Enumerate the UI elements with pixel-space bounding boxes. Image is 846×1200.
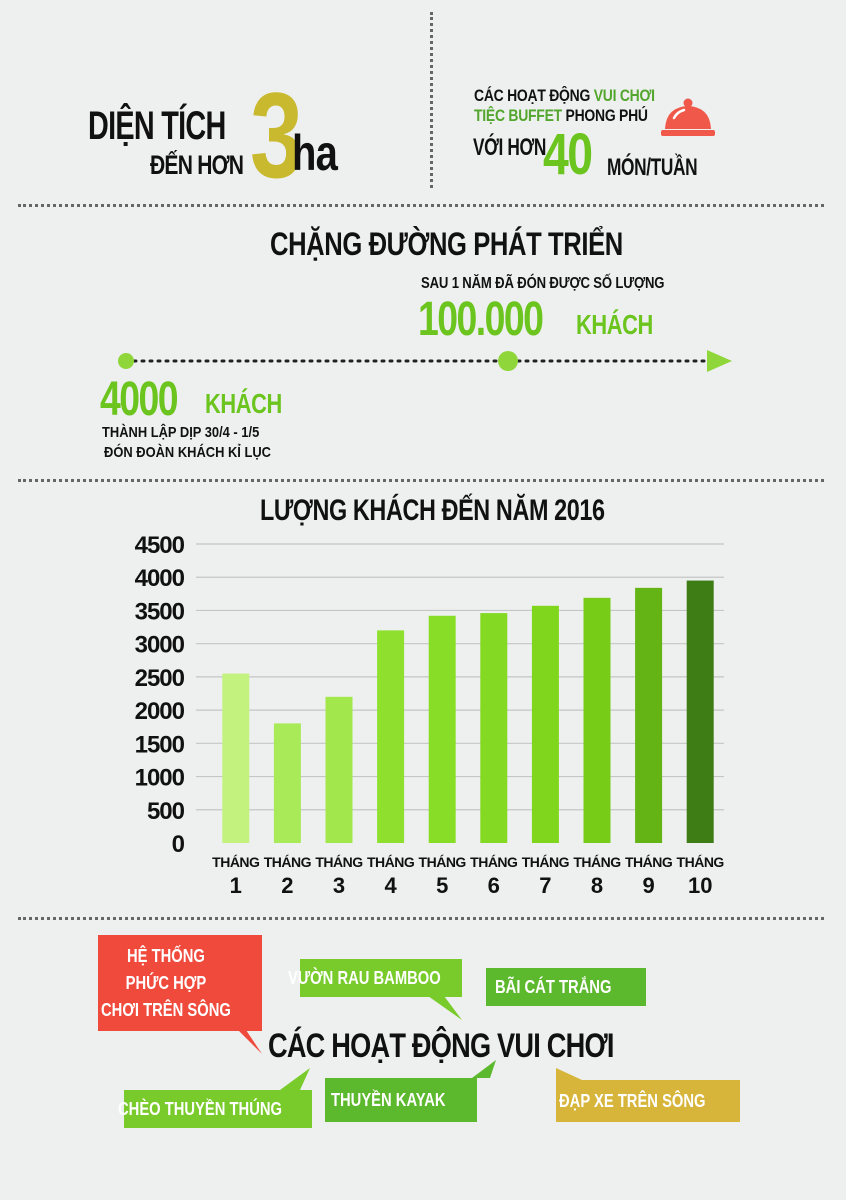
x-tick-label-number: 2 [281, 873, 293, 898]
y-tick-label: 4500 [135, 532, 185, 559]
y-tick-label: 1500 [135, 731, 185, 758]
x-tick-label-word: THÁNG [522, 854, 570, 870]
timeline-later-dot [498, 351, 518, 371]
y-tick-label: 2500 [135, 665, 185, 692]
x-tick-label-number: 9 [642, 873, 654, 898]
x-tick-label-word: THÁNG [264, 854, 312, 870]
bar [325, 696, 353, 843]
food-cloche-icon [661, 98, 715, 136]
x-tick-label-number: 4 [384, 873, 397, 898]
top-divider-vertical [430, 12, 433, 188]
bar [377, 630, 405, 843]
area-label-line1: DIỆN TÍCH [88, 104, 226, 148]
activities-top-line2-suffix: PHONG PHÚ [565, 106, 648, 125]
x-tick-label-number: 7 [539, 873, 551, 898]
x-tick-label-number: 8 [591, 873, 603, 898]
activities-top-line3-prefix: VỚI HƠN [473, 134, 547, 161]
x-tick-label-word: THÁNG [419, 854, 467, 870]
activities-top-line2: TIỆC BUFFET PHONG PHÚ [474, 107, 648, 124]
activity-river-complex-line3: CHƠI TRÊN SÔNG [100, 999, 231, 1020]
timeline-arrow-head [707, 350, 732, 372]
timeline-line [118, 350, 732, 372]
y-tick-label: 500 [147, 798, 185, 825]
x-tick-label-word: THÁNG [470, 854, 518, 870]
bar [273, 723, 301, 843]
activity-river-cycling-label: ĐẠP XE TRÊN SÔNG [558, 1090, 706, 1111]
activity-river-complex-line2: PHỨC HỢP [125, 972, 207, 993]
area-label-line2: ĐẾN HƠN [150, 150, 244, 180]
activity-white-sand-label: BÃI CÁT TRẮNG [495, 976, 612, 997]
timeline-start-unit: KHÁCH [205, 388, 282, 419]
bar [222, 673, 250, 843]
x-tick-label-number: 3 [333, 873, 345, 898]
section-divider-2 [18, 479, 824, 482]
y-tick-label: 0 [172, 831, 185, 858]
activities-top-line1-prefix: CÁC HOẠT ĐỘNG [474, 86, 591, 105]
x-tick-label-word: THÁNG [677, 854, 725, 870]
activities-top-line1: CÁC HOẠT ĐỘNG VUI CHƠI [474, 87, 655, 104]
activities-title: CÁC HOẠT ĐỘNG VUI CHƠI [268, 1027, 614, 1065]
y-tick-label: 4000 [135, 565, 185, 592]
activity-bamboo-garden-label: VƯỜN RAU BAMBOO [287, 967, 441, 988]
bar [531, 605, 559, 843]
activities-top-line2-highlight: TIỆC BUFFET [474, 106, 562, 125]
timeline-title: CHẶNG ĐƯỜNG PHÁT TRIỂN [270, 226, 623, 262]
x-tick-label-number: 10 [688, 873, 712, 898]
timeline-start-line1: THÀNH LẬP DỊP 30/4 - 1/5 [102, 424, 260, 441]
activities-top-number: 40 [543, 122, 593, 187]
y-tick-label: 1000 [135, 765, 185, 792]
x-tick-label-number: 5 [436, 873, 448, 898]
chart-title: LƯỢNG KHÁCH ĐẾN NĂM 2016 [260, 494, 605, 527]
timeline-later-caption: SAU 1 NĂM ĐÃ ĐÓN ĐƯỢC SỐ LƯỢNG [421, 275, 665, 292]
y-tick-label: 3000 [135, 632, 185, 659]
activity-bamboo-garden: VƯỜN RAU BAMBOO [288, 959, 462, 997]
section-divider-1 [18, 204, 824, 207]
bar-chart: 0 500 1000 1500 2000 2500 3000 3500 4000 4500 THÁN… [135, 532, 725, 898]
timeline-start-number: 4000 [100, 373, 179, 426]
activity-basket-boat-label: CHÈO THUYỀN THÚNG [118, 1098, 283, 1119]
activity-kayak-label: THUYỀN KAYAK [331, 1089, 446, 1110]
x-tick-label-word: THÁNG [212, 854, 260, 870]
y-tick-label: 3500 [135, 598, 185, 625]
bar [635, 587, 663, 843]
timeline-later-unit: KHÁCH [576, 309, 653, 340]
bar [583, 597, 611, 843]
x-tick-label-word: THÁNG [573, 854, 621, 870]
bar [480, 613, 508, 843]
activity-basket-boat: CHÈO THUYỀN THÚNG [118, 1090, 312, 1128]
area-number: 3 [250, 67, 303, 203]
activities-top-line1-highlight: VUI CHƠI [593, 86, 655, 105]
bar [428, 615, 456, 843]
activities-top-line3-suffix: MÓN/TUẦN [607, 154, 698, 181]
activity-river-complex-line1: HỆ THỐNG [126, 945, 205, 966]
activity-kayak: THUYỀN KAYAK [325, 1078, 477, 1122]
bar [686, 580, 714, 843]
x-tick-label-word: THÁNG [315, 854, 363, 870]
x-tick-label-word: THÁNG [625, 854, 673, 870]
area-unit: ha [292, 125, 338, 181]
timeline-start-dot [118, 353, 134, 369]
timeline-later-number: 100.000 [418, 293, 544, 346]
y-tick-label: 2000 [135, 698, 185, 725]
activity-river-complex: HỆ THỐNG PHỨC HỢP CHƠI TRÊN SÔNG [98, 935, 262, 1031]
x-tick-label-number: 1 [230, 873, 242, 898]
activity-river-cycling: ĐẠP XE TRÊN SÔNG [556, 1080, 740, 1122]
section-divider-3 [18, 917, 824, 920]
activity-white-sand: BÃI CÁT TRẮNG [486, 968, 646, 1006]
x-tick-label-number: 6 [488, 873, 500, 898]
timeline-start-line2: ĐÓN ĐOÀN KHÁCH KỈ LỤC [104, 444, 271, 461]
x-tick-label-word: THÁNG [367, 854, 415, 870]
